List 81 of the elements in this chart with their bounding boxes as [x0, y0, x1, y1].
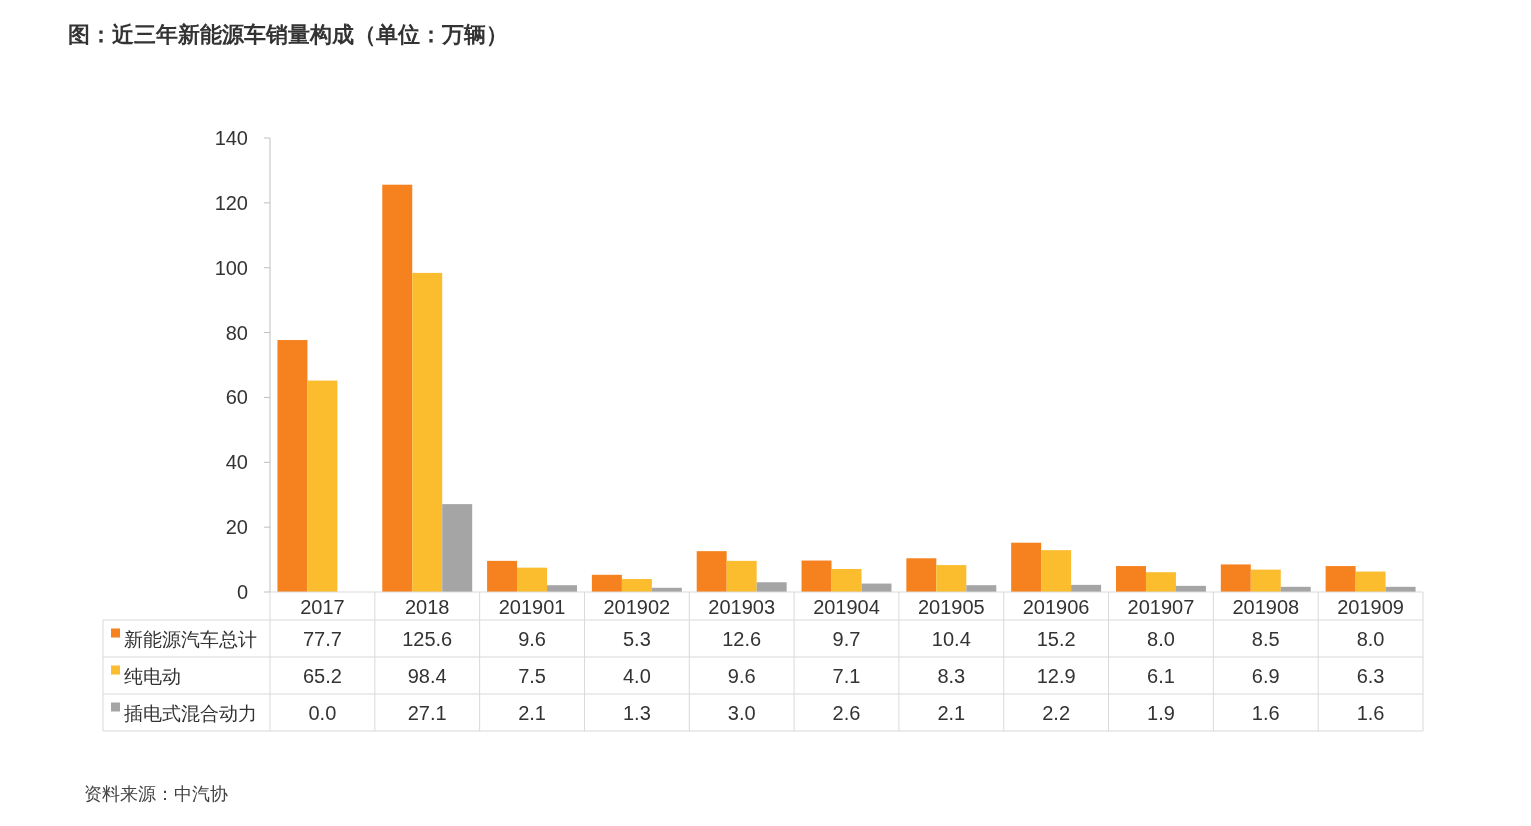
bar	[382, 184, 413, 592]
bar	[307, 380, 338, 592]
bar	[1115, 566, 1146, 592]
data-label: 7.5	[518, 664, 546, 687]
bar	[591, 574, 622, 592]
bar	[1041, 550, 1072, 592]
bar	[517, 567, 548, 592]
x-tick-label: 201902	[603, 596, 671, 618]
y-tick-label: 20	[225, 516, 248, 539]
x-tick-label: 201901	[498, 596, 566, 618]
data-label: 1.3	[622, 701, 651, 724]
data-label: 6.3	[1356, 664, 1385, 687]
bar	[621, 579, 652, 592]
legend-label: 新能源汽车总计	[124, 628, 257, 650]
bar	[1145, 572, 1176, 592]
bar	[831, 568, 862, 592]
data-label: 12.6	[722, 627, 762, 650]
data-label: 9.7	[832, 627, 861, 650]
data-label: 9.6	[518, 627, 546, 650]
text: 资料来源：中汽协	[84, 784, 228, 804]
bar	[801, 560, 832, 592]
data-label: 7.1	[832, 664, 861, 687]
data-label: 65.2	[302, 664, 342, 687]
data-label: 4.0	[622, 664, 651, 687]
x-tick-label: 201908	[1232, 596, 1300, 618]
legend-label: 纯电动	[124, 665, 181, 687]
y-tick-label: 0	[236, 581, 248, 603]
data-label: 1.6	[1251, 701, 1280, 724]
x-tick-label: 201903	[708, 596, 776, 618]
data-label: 77.7	[302, 627, 342, 650]
bar	[726, 560, 757, 592]
y-tick-label: 40	[225, 451, 248, 474]
bar	[1011, 542, 1042, 592]
data-label: 8.5	[1251, 627, 1280, 650]
data-label: 2.1	[937, 701, 966, 724]
y-tick-label: 140	[214, 127, 248, 149]
bar	[442, 504, 473, 592]
data-label: 2.2	[1042, 701, 1071, 724]
bar	[756, 582, 787, 592]
bar	[906, 558, 937, 592]
data-label: 9.6	[727, 664, 756, 687]
bar	[412, 272, 443, 592]
data-label: 6.1	[1147, 664, 1175, 687]
data-label: 8.3	[937, 664, 966, 687]
data-label: 8.0	[1147, 627, 1175, 650]
bar	[487, 560, 518, 592]
x-tick-label: 201909	[1337, 596, 1404, 618]
data-label: 1.6	[1356, 701, 1385, 724]
bar	[1250, 569, 1281, 592]
x-tick-label: 201904	[813, 596, 880, 618]
data-label: 1.9	[1147, 701, 1175, 724]
x-tick-label: 201905	[917, 596, 985, 618]
x-tick-label: 201906	[1022, 596, 1090, 618]
legend-label: 插电式混合动力	[124, 702, 257, 724]
chart-title: 图：近三年新能源车销量构成（单位：万辆）	[68, 22, 508, 47]
data-label: 6.9	[1251, 664, 1280, 687]
bar	[936, 565, 967, 592]
y-tick-label: 120	[214, 191, 248, 214]
bar	[1325, 566, 1356, 592]
y-tick-label: 60	[225, 386, 248, 409]
data-label: 2.1	[518, 701, 546, 724]
data-label: 12.9	[1036, 664, 1076, 687]
data-label: 125.6	[402, 627, 453, 650]
bar	[1355, 571, 1386, 592]
data-label: 2.6	[832, 701, 861, 724]
bar	[277, 340, 308, 592]
data-label: 98.4	[407, 664, 447, 687]
data-label: 10.4	[931, 627, 971, 650]
data-label: 3.0	[727, 701, 756, 724]
data-label: 8.0	[1356, 627, 1385, 650]
x-tick-label: 2018	[404, 596, 450, 618]
x-tick-label: 201907	[1127, 596, 1195, 618]
y-tick-label: 80	[225, 321, 248, 344]
y-tick-label: 100	[214, 256, 248, 279]
bar	[1220, 564, 1251, 592]
data-label: 15.2	[1036, 627, 1076, 650]
data-label: 27.1	[407, 701, 447, 724]
data-label: 5.3	[622, 627, 651, 650]
data-label: 0.0	[308, 701, 337, 724]
bar	[696, 551, 727, 592]
x-tick-label: 2017	[300, 596, 345, 618]
